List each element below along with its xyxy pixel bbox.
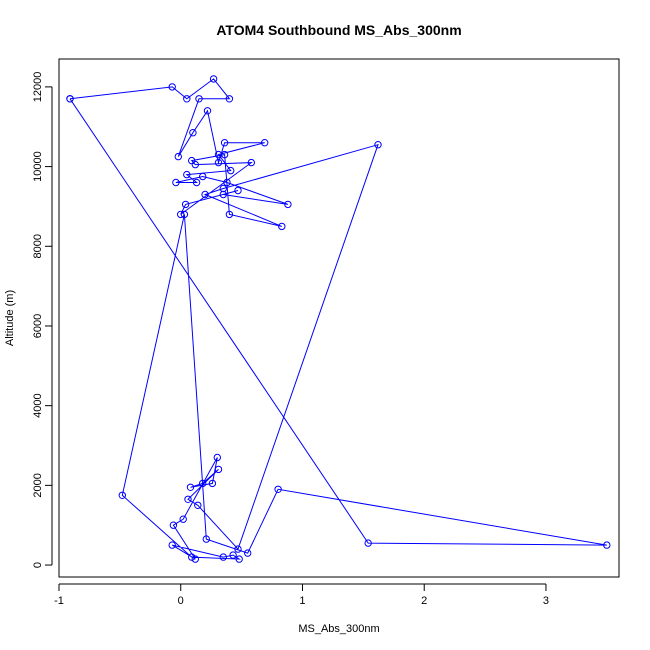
- data-point: [201, 190, 209, 199]
- y-tick-label: 12000: [32, 72, 44, 103]
- data-point: [219, 553, 228, 561]
- data-point: [234, 545, 242, 553]
- data-point: [192, 178, 201, 187]
- data-point: [234, 186, 242, 195]
- data-point: [118, 491, 127, 499]
- y-tick-label: 6000: [32, 314, 44, 338]
- data-point: [374, 141, 382, 149]
- data-point: [203, 107, 212, 115]
- data-point: [244, 549, 252, 557]
- data-point: [208, 479, 217, 488]
- data-point: [168, 541, 176, 549]
- data-point: [202, 535, 211, 543]
- data-point: [199, 172, 207, 181]
- data-point: [66, 95, 74, 103]
- data-point: [278, 222, 286, 231]
- data-point: [223, 178, 231, 187]
- data-point: [188, 553, 196, 561]
- y-tick-label: 8000: [32, 234, 44, 258]
- data-point: [261, 139, 269, 147]
- x-tick-label: 1: [299, 595, 305, 607]
- data-point: [180, 210, 189, 219]
- y-axis: 0 2000 4000 6000 8000 10000 12000: [32, 72, 53, 568]
- y-tick-label: 4000: [32, 393, 44, 417]
- data-point: [168, 83, 176, 91]
- data-point: [172, 178, 180, 187]
- series-line: [69, 78, 607, 560]
- y-axis-label: Altitude (m): [4, 290, 16, 346]
- x-tick-label: 0: [178, 595, 184, 607]
- data-point: [229, 551, 237, 559]
- data-point: [603, 541, 611, 549]
- data-point: [284, 200, 292, 209]
- plot-area: [58, 58, 620, 578]
- data-point: [188, 156, 196, 165]
- data-point: [225, 210, 234, 219]
- x-tick-label: -1: [54, 595, 64, 607]
- data-point: [235, 555, 243, 563]
- x-tick-label: 2: [421, 595, 427, 607]
- data-point: [199, 479, 207, 488]
- data-point: [274, 485, 282, 493]
- data-point: [195, 95, 203, 103]
- chart-title: ATOM4 Southbound MS_Abs_300nm: [216, 22, 461, 38]
- data-point: [191, 555, 200, 563]
- x-axis: -1 0 1 2 3: [54, 583, 549, 607]
- series-layer: [66, 75, 611, 563]
- data-point: [183, 170, 191, 179]
- x-tick-label: 3: [543, 595, 549, 607]
- data-point: [225, 95, 234, 103]
- y-tick-label: 0: [32, 562, 44, 568]
- data-point: [186, 483, 195, 491]
- data-point: [189, 129, 197, 137]
- data-point: [181, 200, 190, 209]
- data-point: [183, 95, 191, 103]
- data-point: [220, 139, 229, 147]
- data-point: [184, 495, 192, 503]
- data-point: [214, 158, 223, 167]
- data-point: [169, 521, 178, 529]
- data-point: [219, 184, 228, 193]
- data-point: [220, 150, 229, 159]
- x-axis-label: MS_Abs_300nm: [298, 623, 379, 635]
- y-tick-label: 2000: [32, 473, 44, 497]
- data-point: [209, 75, 218, 83]
- y-tick-label: 10000: [32, 151, 44, 182]
- data-point: [247, 158, 256, 167]
- data-point: [227, 166, 235, 175]
- data-point: [174, 152, 183, 161]
- data-point: [179, 515, 187, 523]
- data-point: [177, 210, 185, 219]
- data-point: [213, 453, 222, 462]
- data-point: [364, 539, 372, 547]
- data-point: [214, 465, 223, 474]
- data-point: [194, 501, 202, 509]
